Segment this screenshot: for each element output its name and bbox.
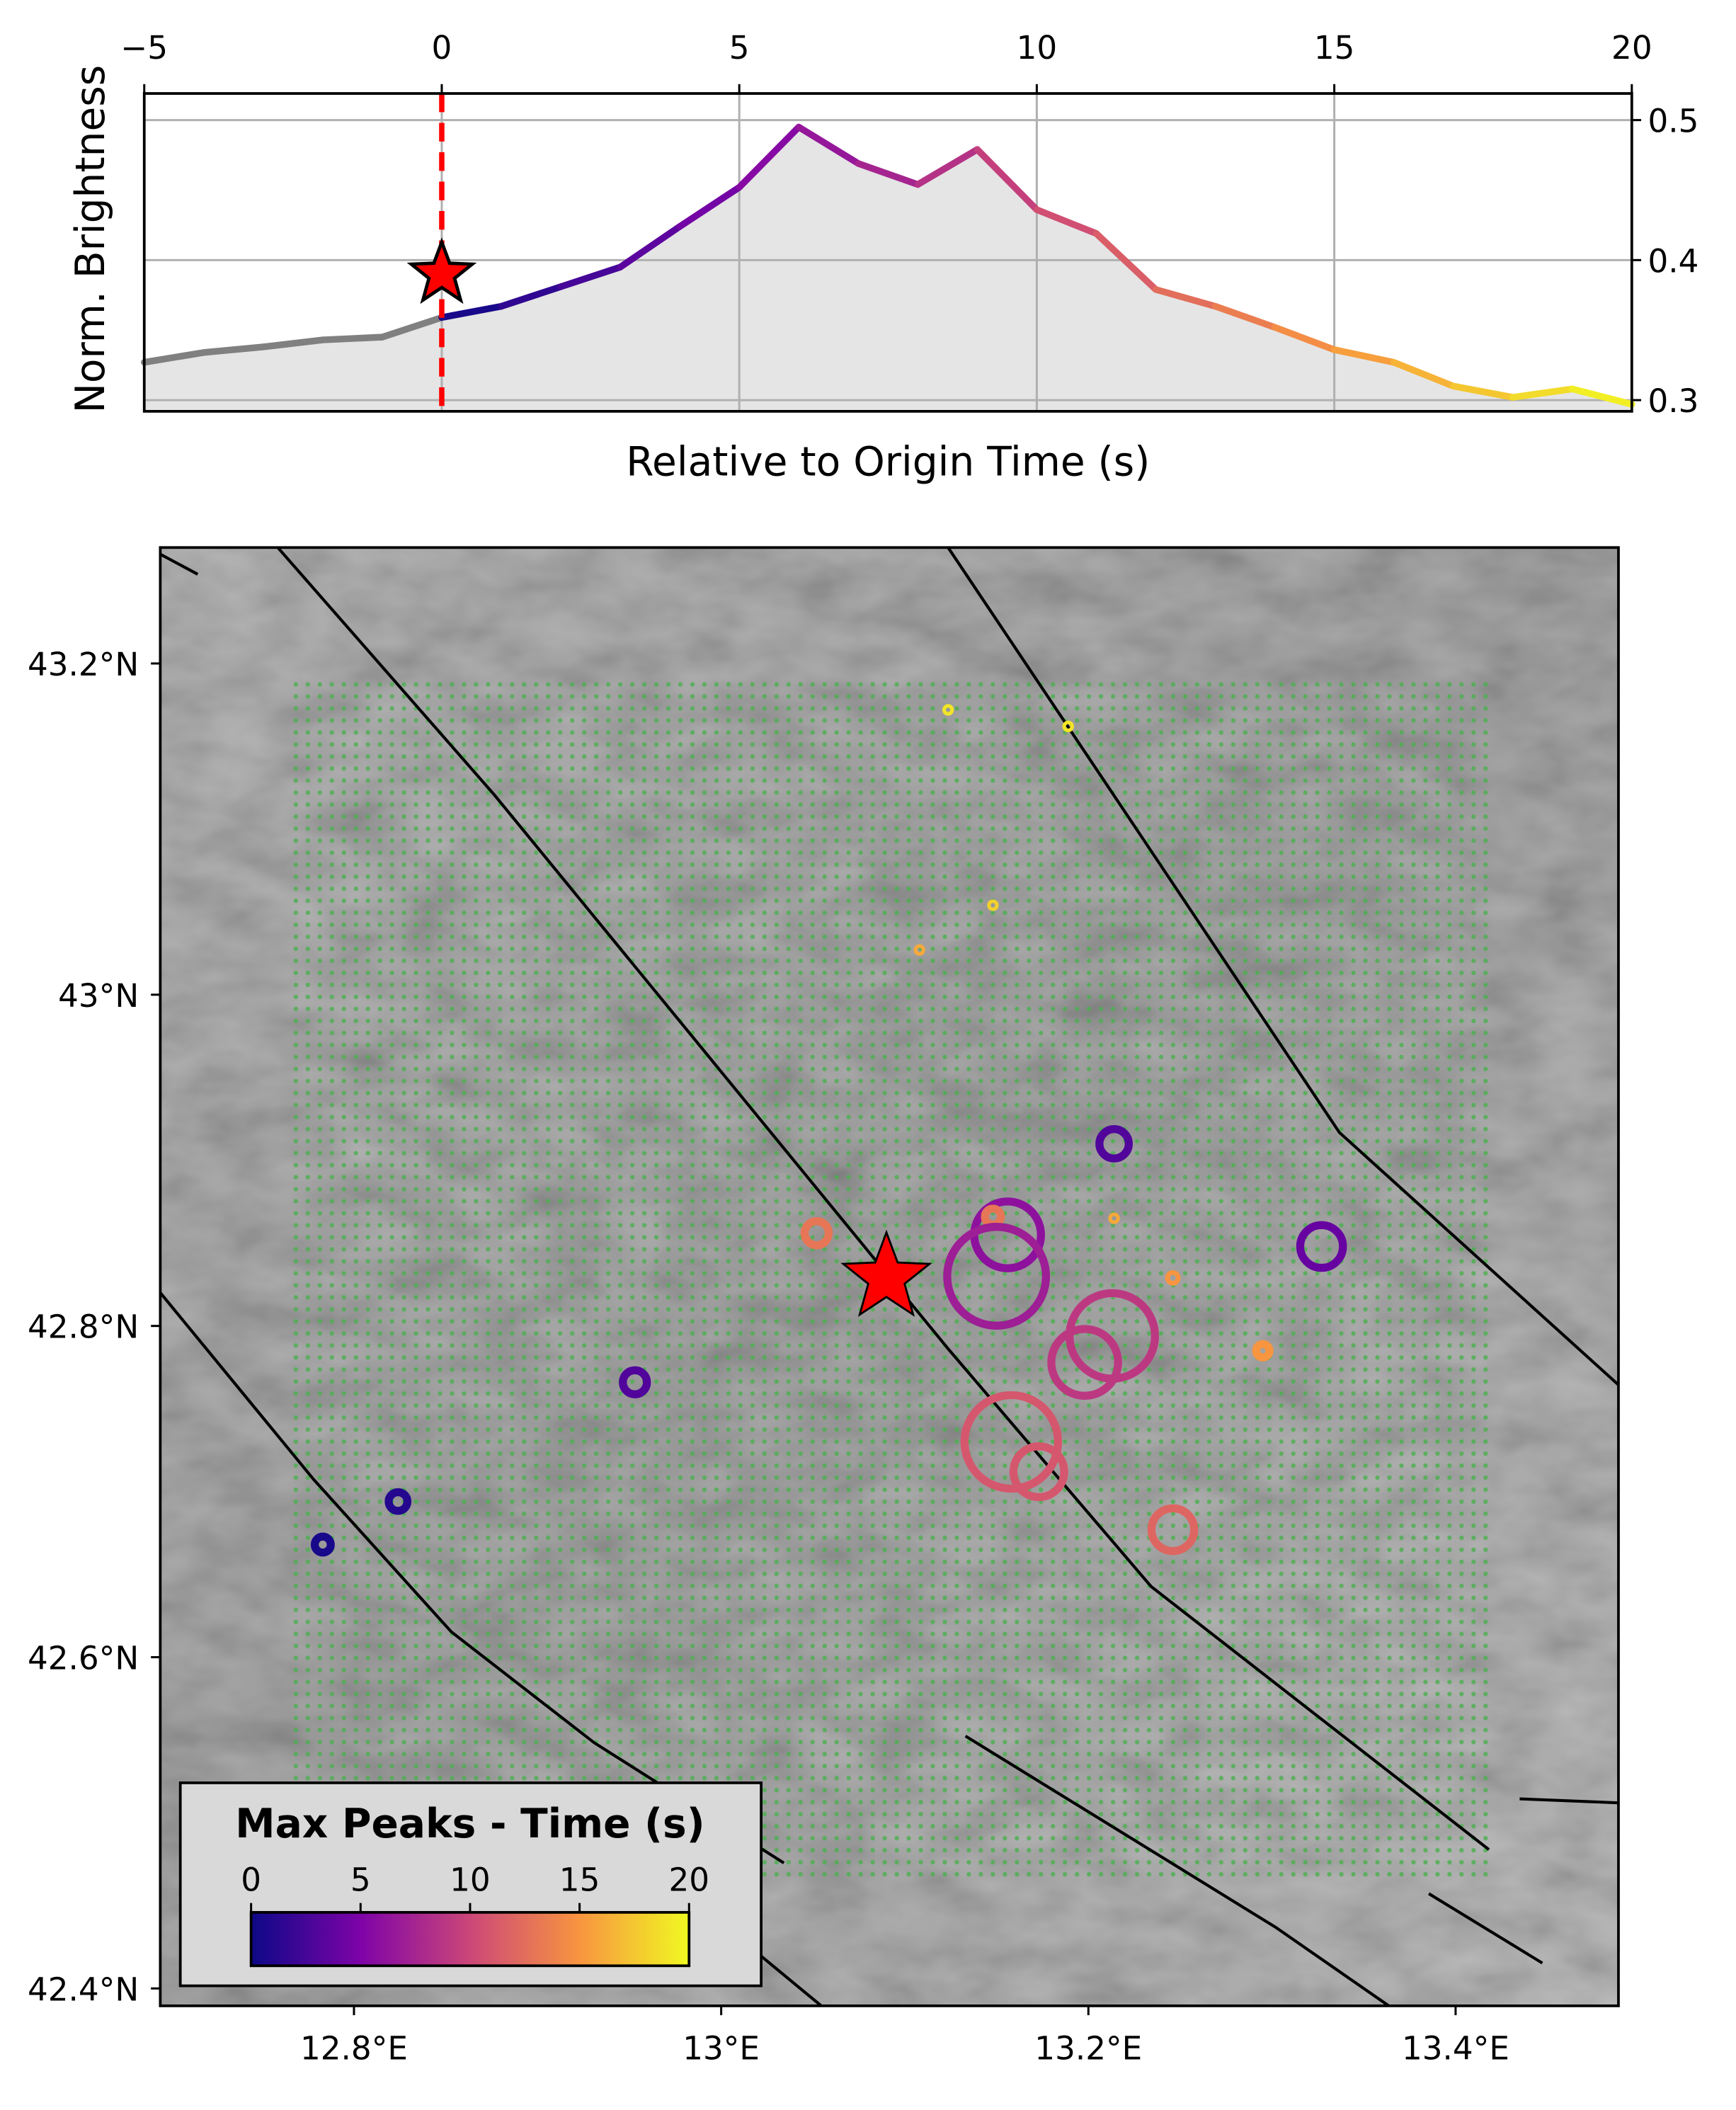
x-tick-label: 20	[1611, 29, 1652, 67]
peak-marker	[960, 1391, 1063, 1493]
map-frame	[159, 546, 1620, 2007]
x-tick-label: 13.2°E	[1034, 2029, 1142, 2067]
x-tick-label: 12.8°E	[300, 2029, 408, 2067]
colorbar-title: Max Peaks - Time (s)	[235, 1801, 704, 1847]
fault	[160, 552, 199, 576]
y-tick-label: 0.4	[1648, 242, 1698, 280]
peak-marker	[987, 899, 999, 911]
line-segment	[1509, 385, 1576, 401]
x-tick-label: −5	[120, 29, 168, 67]
y-tick-label: 42.6°N	[28, 1639, 139, 1677]
line-segment	[795, 123, 862, 167]
line-segment	[557, 263, 624, 290]
line-segment	[736, 123, 802, 191]
line-segment	[498, 283, 564, 310]
epicenter	[840, 1229, 932, 1317]
peak-marker	[943, 1223, 1051, 1330]
line-segment	[1211, 302, 1279, 331]
x-axis-label: Relative to Origin Time (s)	[626, 438, 1150, 485]
colorbar-legend: Max Peaks - Time (s) 0 5 10 15 20	[178, 1781, 763, 1988]
fault	[1519, 1797, 1618, 1805]
peak-marker	[1252, 1340, 1274, 1362]
line-segment	[141, 349, 207, 366]
y-tick-label: 0.5	[1648, 103, 1698, 140]
fault	[276, 547, 1490, 1851]
colorbar-tick-label: 10	[450, 1861, 491, 1899]
y-tick-label: 43.2°N	[28, 646, 139, 683]
peak-marker	[1047, 1325, 1122, 1400]
axes-frame	[142, 92, 1633, 413]
peak-marker	[942, 704, 954, 716]
y-axis-label: Norm. Brightness	[67, 65, 114, 414]
line-segment	[200, 343, 267, 356]
map-panel: Max Peaks - Time (s) 0 5 10 15 20 12.8°E 13°E…	[28, 546, 1620, 2067]
peak-marker	[310, 1532, 335, 1557]
line-segment	[379, 314, 445, 341]
line-segment	[1390, 358, 1457, 390]
marks	[310, 704, 1347, 1557]
x-tick-label: 13.4°E	[1402, 2029, 1509, 2067]
peak-marker	[619, 1366, 651, 1398]
fault	[947, 547, 1618, 1386]
line-segment	[617, 223, 683, 270]
peak-marker	[1095, 1124, 1133, 1163]
line-segment	[260, 336, 326, 350]
y-tick-label: 42.4°N	[28, 1971, 139, 2008]
fault	[964, 1735, 1390, 2006]
peak-marker	[1009, 1442, 1068, 1502]
fault	[1428, 1892, 1543, 1965]
peak-marker	[1165, 1270, 1181, 1286]
line-segment	[676, 183, 743, 230]
y-tick-label: 42.8°N	[28, 1308, 139, 1346]
area	[144, 127, 1632, 411]
x-tick-label: 13°E	[683, 2029, 760, 2067]
line-segment	[1271, 324, 1338, 353]
line-segment	[914, 146, 981, 188]
line-segment	[1033, 206, 1100, 237]
x-tick-label: 15	[1314, 29, 1355, 67]
line-segment	[1330, 346, 1398, 366]
peak-marker	[800, 1217, 833, 1250]
colorbar-tick-label: 15	[559, 1861, 600, 1899]
colorbar-tick-label: 0	[241, 1861, 261, 1899]
y-tick-label: 0.3	[1648, 382, 1698, 420]
line-segment	[1569, 385, 1635, 408]
colorbar	[249, 1910, 691, 1968]
colorbar-tick-label: 20	[668, 1861, 709, 1899]
line-segment	[973, 146, 1041, 213]
line-segment	[438, 302, 505, 321]
line-segment	[319, 333, 386, 343]
peak-marker	[1108, 1212, 1120, 1224]
line-segment	[855, 160, 922, 188]
peak-marker	[913, 944, 925, 956]
line-segment	[1449, 382, 1517, 401]
x-tick-label: 10	[1017, 29, 1058, 67]
y-tick-label: 43°N	[58, 977, 139, 1015]
peak-marker	[1296, 1221, 1347, 1272]
peak-marker	[384, 1488, 412, 1515]
line-segment	[1092, 230, 1160, 293]
x-tick-label: 0	[432, 29, 452, 67]
line-segment	[1152, 286, 1219, 310]
colorbar-tick-label: 5	[350, 1861, 371, 1899]
peak-marker	[1062, 720, 1074, 733]
brightness-panel: −5 0 5 10 15 20 0.3 0.4 0.5 Relative to Origin Ti…	[67, 29, 1698, 485]
origin-star	[406, 237, 477, 304]
x-tick-label: 5	[729, 29, 750, 67]
peak-marker	[1147, 1504, 1199, 1556]
